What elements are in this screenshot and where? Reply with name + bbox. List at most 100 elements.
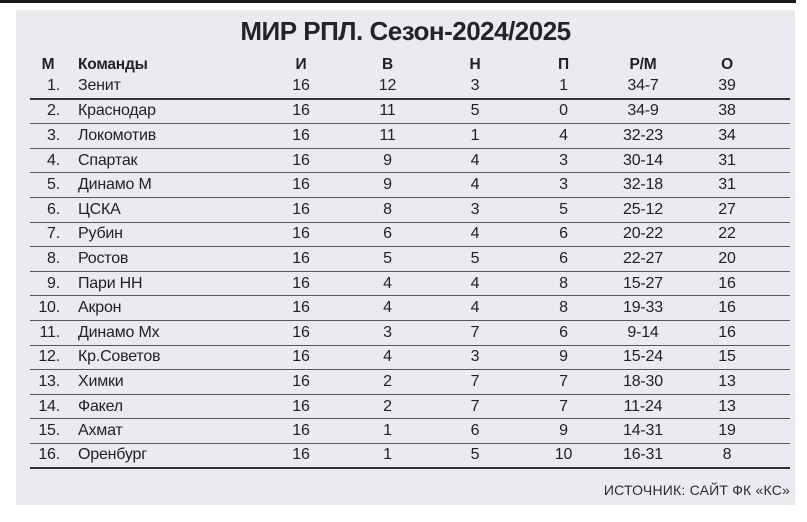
cell-wins: 4 <box>383 348 392 366</box>
cell-draws: 5 <box>470 249 480 267</box>
cell-losses: 3 <box>559 151 568 169</box>
header-place: М <box>41 55 55 73</box>
cell-team: Ростов <box>78 249 129 267</box>
cell-wins: 12 <box>378 77 397 95</box>
table-row: 6. ЦСКА 16 8 3 5 25-12 27 <box>30 198 790 223</box>
cell-losses: 3 <box>559 176 568 194</box>
cell-wins: 11 <box>379 102 396 120</box>
table-row: 7. Рубин 16 6 4 6 20-22 22 <box>30 223 790 248</box>
cell-wins: 5 <box>383 249 392 267</box>
cell-goals: 20-22 <box>623 225 663 243</box>
header-losses: П <box>558 55 569 73</box>
table-row: 11. Динамо Мх 16 3 7 6 9-14 16 <box>30 321 790 346</box>
cell-losses: 0 <box>559 102 568 120</box>
cell-wins: 4 <box>383 299 392 317</box>
cell-team: Краснодар <box>78 102 156 120</box>
source-credit: ИСТОЧНИК: САЙТ ФК «КС» <box>603 481 790 498</box>
cell-played: 16 <box>292 397 310 415</box>
cell-goals: 16-31 <box>623 446 663 464</box>
cell-place: 8. <box>47 249 60 267</box>
cell-losses: 9 <box>559 422 568 440</box>
cell-draws: 4 <box>470 151 480 169</box>
cell-wins: 2 <box>383 372 392 390</box>
table-title: МИР РПЛ. Сезон-2024/2025 <box>240 16 571 46</box>
cell-points: 22 <box>718 225 736 243</box>
cell-played: 16 <box>292 102 310 120</box>
table-row: 14. Факел 16 2 7 7 11-24 13 <box>30 395 790 420</box>
cell-place: 16. <box>38 446 60 464</box>
cell-draws: 7 <box>470 323 480 341</box>
cell-wins: 9 <box>383 176 392 194</box>
cell-losses: 1 <box>559 77 568 95</box>
table-row: 9. Пари НН 16 4 4 8 15-27 16 <box>30 272 790 297</box>
cell-played: 16 <box>292 323 310 341</box>
cell-losses: 5 <box>559 200 568 218</box>
cell-team: Акрон <box>78 299 122 317</box>
cell-goals: 30-14 <box>623 151 663 169</box>
cell-place: 9. <box>47 274 60 292</box>
cell-place: 12. <box>38 348 60 366</box>
cell-played: 16 <box>292 372 310 390</box>
cell-place: 7. <box>47 225 60 243</box>
table-row: 12. Кр.Советов 16 4 3 9 15-24 15 <box>30 346 790 371</box>
cell-place: 2. <box>47 102 60 120</box>
cell-draws: 4 <box>470 176 480 194</box>
table-row: 4. Спартак 16 9 4 3 30-14 31 <box>30 149 790 174</box>
cell-team: Динамо М <box>78 176 152 194</box>
cell-team: Локомотив <box>78 126 156 144</box>
table-row: 13. Химки 16 2 7 7 18-30 13 <box>30 370 790 395</box>
cell-goals: 19-33 <box>623 299 663 317</box>
cell-goals: 15-24 <box>623 348 663 366</box>
cell-points: 20 <box>718 249 736 267</box>
cell-draws: 5 <box>470 446 480 464</box>
cell-played: 16 <box>292 299 310 317</box>
cell-losses: 7 <box>559 397 568 415</box>
cell-played: 16 <box>292 249 310 267</box>
cell-played: 16 <box>292 348 310 366</box>
cell-place: 4. <box>47 151 60 169</box>
cell-goals: 9-14 <box>627 323 659 341</box>
cell-goals: 25-12 <box>623 200 663 218</box>
header-wins: В <box>382 55 393 73</box>
cell-goals: 18-30 <box>623 372 663 390</box>
cell-place: 1. <box>47 77 60 95</box>
cell-place: 5. <box>47 176 60 194</box>
cell-losses: 8 <box>559 299 568 317</box>
table-row: 2. Краснодар 16 11 5 0 34-9 38 <box>30 100 790 125</box>
cell-team: Динамо Мх <box>78 323 160 341</box>
table-row: 5. Динамо М 16 9 4 3 32-18 31 <box>30 173 790 198</box>
cell-draws: 4 <box>470 274 480 292</box>
cell-played: 16 <box>292 446 310 464</box>
cell-played: 16 <box>292 176 310 194</box>
cell-draws: 7 <box>470 372 480 390</box>
cell-points: 31 <box>718 151 736 169</box>
cell-played: 16 <box>292 126 310 144</box>
cell-team: Спартак <box>78 151 138 169</box>
cell-goals: 15-27 <box>623 274 663 292</box>
cell-goals: 14-31 <box>623 422 663 440</box>
cell-losses: 6 <box>559 323 568 341</box>
header-points: О <box>721 55 733 73</box>
table-row: 8. Ростов 16 5 5 6 22-27 20 <box>30 247 790 272</box>
cell-wins: 9 <box>383 151 392 169</box>
cell-draws: 3 <box>470 200 480 218</box>
cell-points: 13 <box>718 397 736 415</box>
cell-played: 16 <box>292 225 310 243</box>
cell-place: 11. <box>39 323 61 341</box>
cell-points: 31 <box>718 176 736 194</box>
header-goals: Р/М <box>629 55 657 73</box>
cell-place: 6. <box>47 200 60 218</box>
cell-wins: 1 <box>383 446 392 464</box>
cell-place: 10. <box>38 299 60 317</box>
header-team: Команды <box>78 55 148 73</box>
cell-played: 16 <box>292 77 310 95</box>
top-rule <box>0 0 796 3</box>
cell-draws: 1 <box>470 126 480 144</box>
cell-played: 16 <box>292 200 310 218</box>
table-row: 16. Оренбург 16 1 5 10 16-31 8 <box>30 444 790 469</box>
cell-points: 13 <box>718 372 736 390</box>
cell-draws: 6 <box>470 422 480 440</box>
cell-draws: 5 <box>470 102 480 120</box>
table-body: 1. Зенит 16 12 3 1 34-7 39 2. Краснодар 16 11 5 0 34-9… <box>30 75 790 469</box>
table-row: 15. Ахмат 16 1 6 9 14-31 19 <box>30 419 790 444</box>
